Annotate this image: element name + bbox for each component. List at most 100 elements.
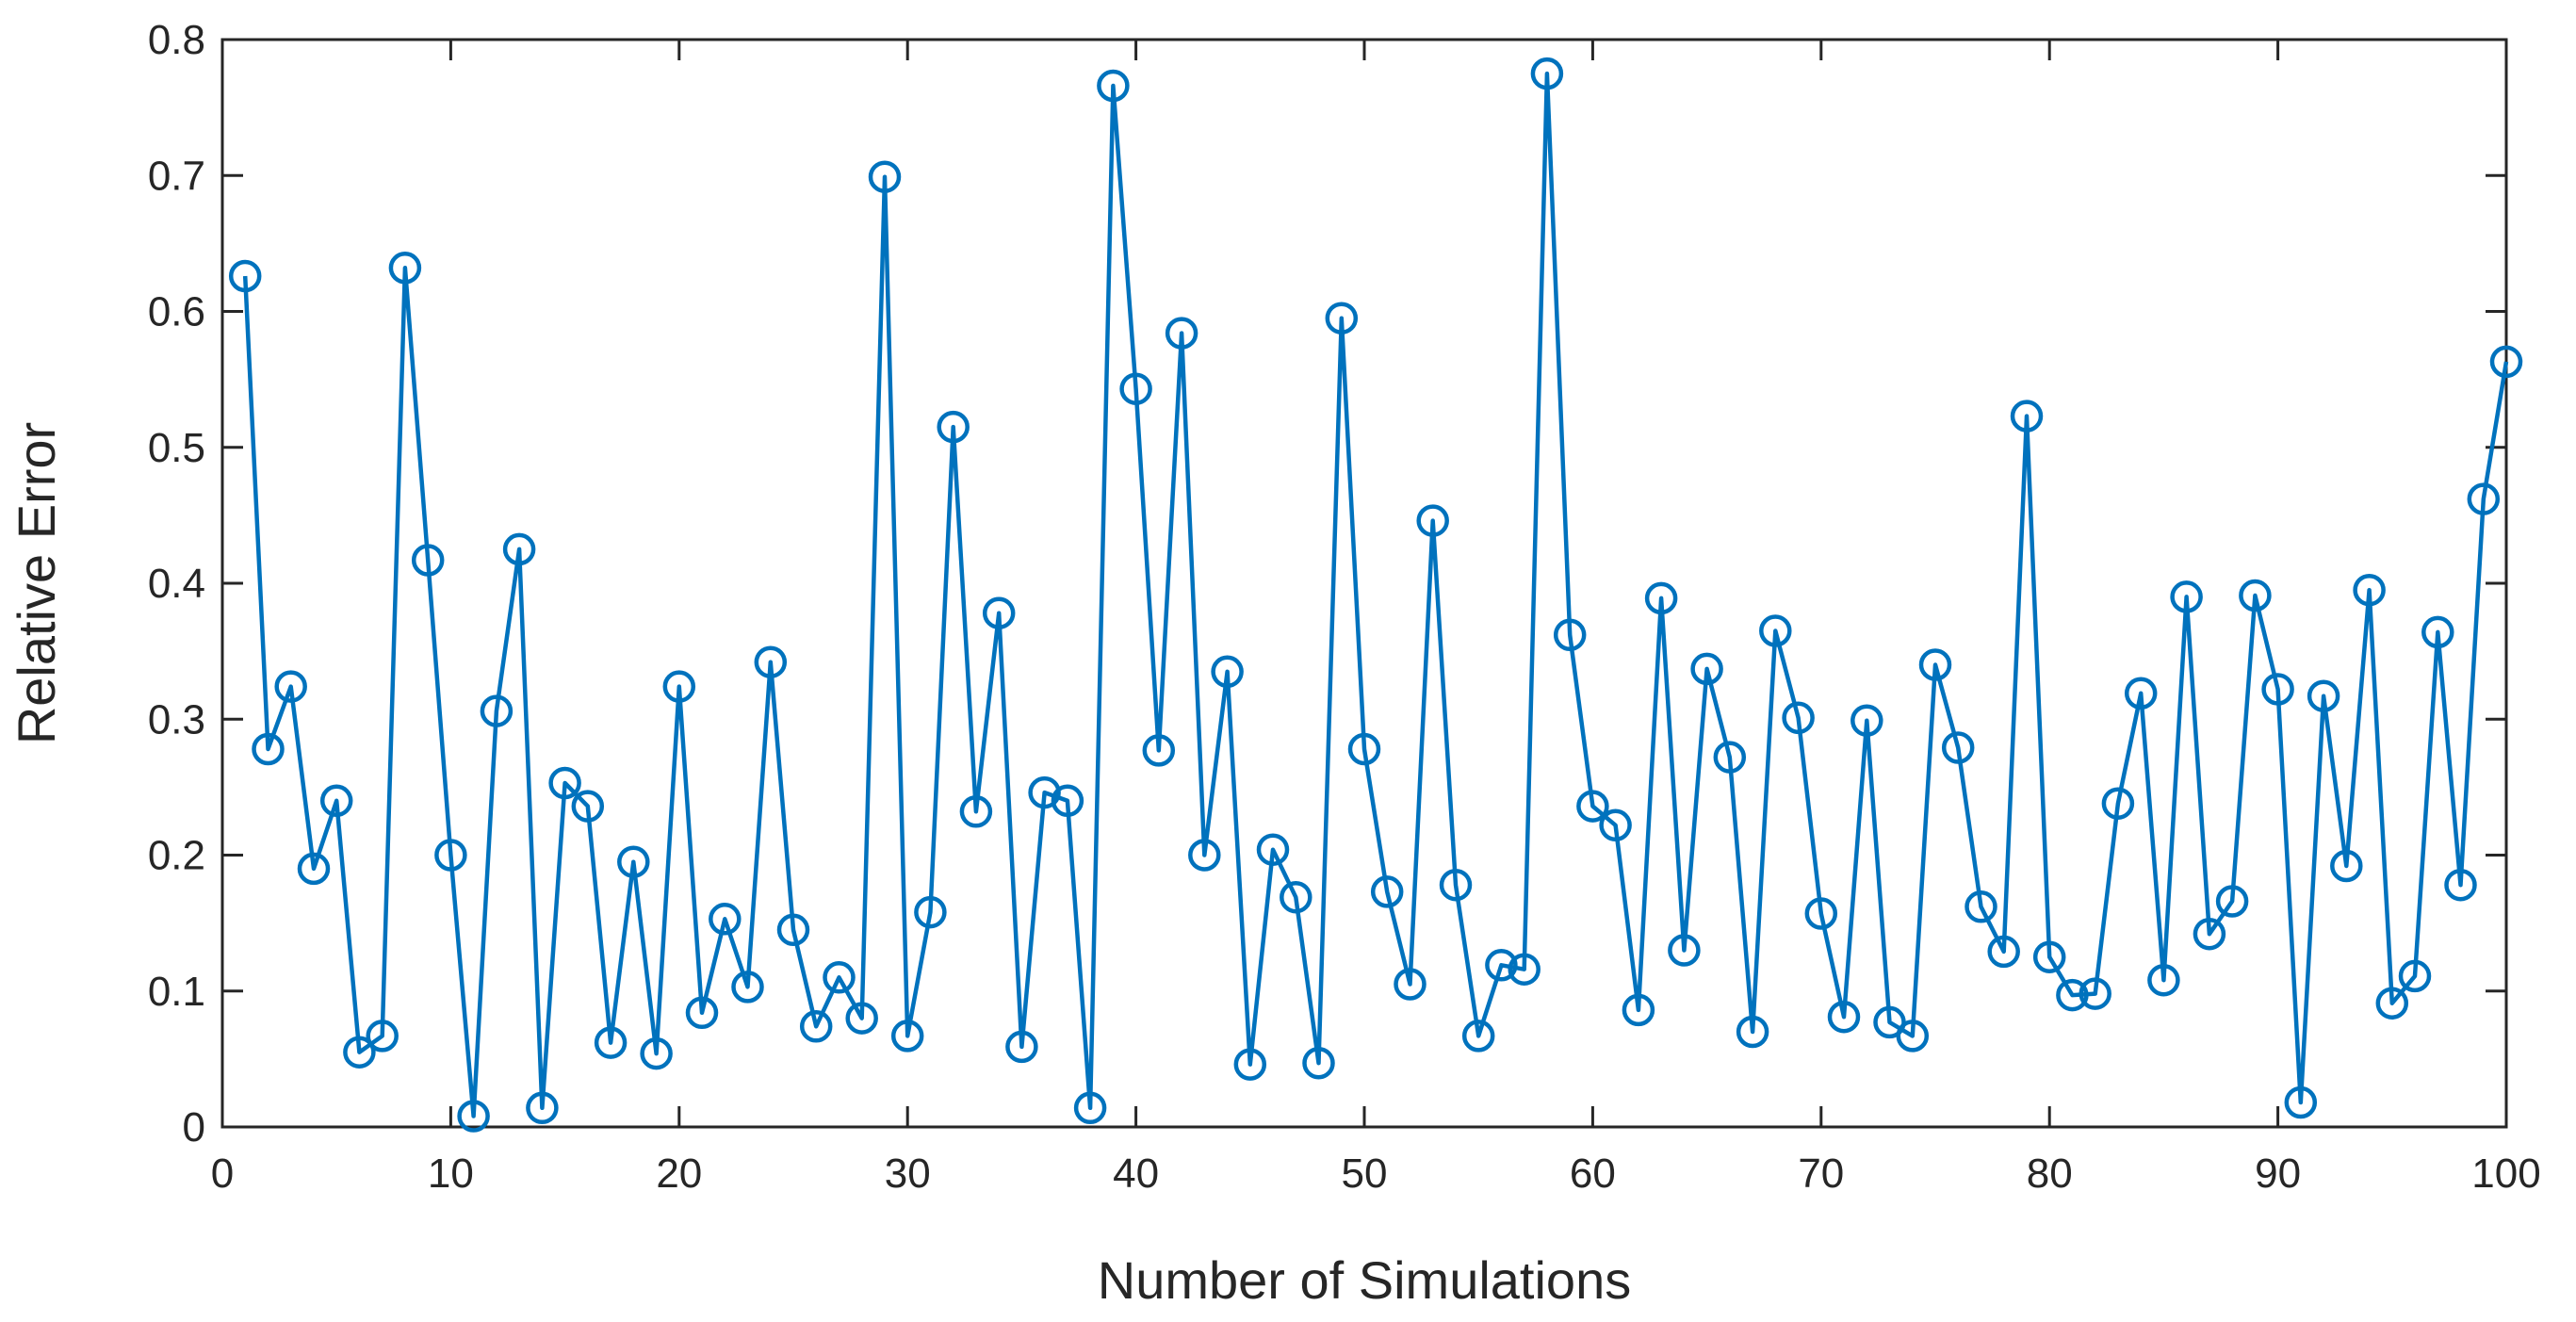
data-point <box>1233 1048 1267 1081</box>
data-point <box>1827 1000 1861 1034</box>
y-tick-label: 0.7 <box>148 153 205 199</box>
y-tick-label: 0.4 <box>148 561 205 607</box>
data-point <box>2307 679 2340 712</box>
data-point <box>799 1010 833 1043</box>
x-tick-label: 10 <box>428 1151 474 1197</box>
data-point <box>2056 978 2089 1012</box>
data-point <box>388 252 422 285</box>
data-point <box>2124 677 2158 710</box>
data-point <box>2261 673 2294 706</box>
y-tick-label: 0.6 <box>148 289 205 335</box>
data-point <box>982 596 1016 629</box>
data-point <box>1918 648 1952 681</box>
data-point <box>319 784 353 818</box>
data-point <box>914 895 947 929</box>
x-axis-ticks: 0 10 20 30 40 50 60 70 80 90 100 <box>211 40 2541 1197</box>
data-point <box>1987 935 2020 969</box>
data-point <box>2032 940 2066 973</box>
data-point <box>2215 885 2249 918</box>
data-point <box>823 961 856 994</box>
data-point <box>1941 731 1975 764</box>
data-point <box>640 1036 673 1070</box>
data-point <box>1622 993 1655 1027</box>
x-tick-label: 0 <box>211 1151 234 1197</box>
data-point <box>2421 615 2454 649</box>
data-point <box>2079 977 2111 1010</box>
data-point <box>1850 704 1883 737</box>
data-point <box>252 732 285 766</box>
x-axis-label: Number of Simulations <box>1098 1250 1631 1310</box>
data-point <box>1347 732 1381 766</box>
data-point <box>1302 1046 1335 1080</box>
x-tick-label: 80 <box>2027 1151 2073 1197</box>
data-point <box>1028 775 1061 809</box>
y-axis-ticks: 0 0.1 0.2 0.3 0.4 0.5 0.6 0.7 0.8 <box>148 17 2506 1151</box>
data-point <box>1165 317 1198 350</box>
data-point <box>937 410 970 444</box>
data-point <box>526 1091 559 1125</box>
x-tick-label: 90 <box>2255 1151 2301 1197</box>
data-point <box>2170 580 2203 613</box>
x-tick-label: 60 <box>1570 1151 1616 1197</box>
data-point <box>343 1036 376 1069</box>
y-tick-label: 0.3 <box>148 696 205 743</box>
data-point <box>617 845 650 878</box>
data-point <box>754 645 788 678</box>
x-tick-label: 70 <box>1798 1151 1844 1197</box>
data-point <box>571 790 605 823</box>
x-tick-label: 40 <box>1113 1151 1159 1197</box>
data-point <box>1690 652 1723 686</box>
data-point <box>1073 1091 1107 1125</box>
data-point <box>594 1026 628 1059</box>
data-point <box>2330 849 2363 883</box>
data-point <box>548 766 581 800</box>
data-point <box>709 903 742 936</box>
data-point <box>2467 482 2501 515</box>
data-point <box>1644 581 1678 615</box>
y-tick-label: 0.1 <box>148 969 205 1015</box>
data-point <box>1370 875 1404 908</box>
x-tick-label: 100 <box>2471 1151 2540 1197</box>
data-point <box>1804 897 1838 930</box>
data-point <box>2101 787 2135 820</box>
plot-frame <box>220 38 2508 1129</box>
data-point <box>297 852 331 886</box>
data-point <box>1005 1030 1038 1064</box>
y-axis-label: Relative Error <box>7 422 66 744</box>
data-point <box>2489 345 2523 379</box>
data-point <box>434 839 467 872</box>
y-tick-label: 0.5 <box>148 425 205 471</box>
y-tick-label: 0.2 <box>148 833 205 879</box>
data-point <box>685 996 719 1030</box>
x-tick-label: 50 <box>1342 1151 1388 1197</box>
data-point <box>2239 579 2272 612</box>
series-line <box>242 71 2509 1118</box>
data-point <box>502 532 536 566</box>
data-point <box>1965 890 1997 923</box>
data-point <box>480 694 514 727</box>
data-point <box>1713 741 1747 774</box>
data-point <box>2444 868 2477 902</box>
data-point <box>1668 934 1701 967</box>
data-point <box>1280 880 1312 914</box>
data-point <box>868 160 902 193</box>
x-tick-label: 20 <box>656 1151 702 1197</box>
data-point <box>2284 1085 2318 1119</box>
data-point <box>2375 987 2409 1020</box>
y-tick-label: 0 <box>183 1104 205 1151</box>
data-point <box>1051 784 1084 818</box>
data-point <box>1119 372 1152 405</box>
data-point <box>2147 963 2180 997</box>
data-point <box>2193 917 2226 951</box>
data-point <box>1325 302 1359 335</box>
data-point <box>457 1100 490 1133</box>
data-point <box>2353 573 2386 607</box>
data-point <box>731 971 764 1004</box>
data-point <box>1461 1020 1495 1053</box>
y-tick-label: 0.8 <box>148 17 205 63</box>
data-point <box>411 544 445 577</box>
data-point <box>1576 790 1609 823</box>
data-point <box>1439 868 1473 902</box>
data-point <box>228 259 262 293</box>
